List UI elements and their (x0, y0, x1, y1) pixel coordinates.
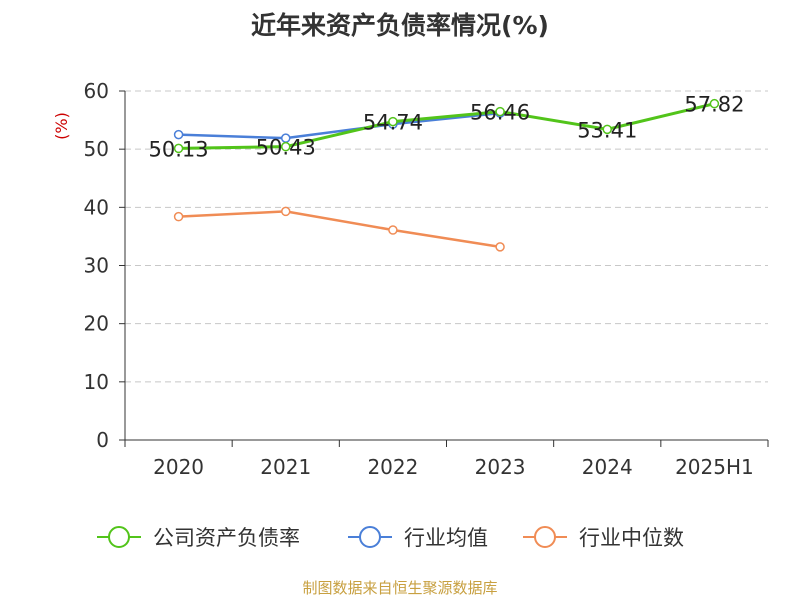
y-tick-label: 50 (84, 137, 109, 161)
y-axis-label: (%) (52, 112, 71, 140)
y-tick-label: 40 (84, 195, 109, 219)
data-label: 53.41 (577, 118, 637, 142)
legend-marker (108, 526, 130, 548)
y-tick-label: 10 (84, 370, 109, 394)
source-note: 制图数据来自恒生聚源数据库 (302, 579, 498, 597)
x-tick-label: 2022 (367, 455, 418, 479)
x-tick-label: 2025H1 (675, 455, 754, 479)
x-tick-label: 2023 (475, 455, 526, 479)
data-labels: 50.13 50.43 54.74 56.46 53.41 57.82 (149, 93, 745, 162)
data-point (281, 206, 291, 217)
legend-item[interactable]: 行业均值 (348, 526, 488, 550)
data-point (388, 225, 398, 235)
legend-label: 公司资产负债率 (153, 526, 300, 550)
data-point (388, 116, 398, 127)
x-tick-label: 2021 (260, 455, 311, 479)
legend-label: 行业中位数 (579, 526, 684, 550)
data-point (173, 211, 184, 222)
y-tick-label: 20 (84, 312, 109, 336)
axes: 0 10 20 30 40 50 60 (%) 2020 2021 2022 2023 2024 2025… (52, 79, 769, 479)
chart-title: 近年来资产负债率情况(%) (251, 11, 549, 40)
x-tick-label: 2024 (582, 455, 633, 479)
legend-item[interactable]: 公司资产负债率 (97, 526, 300, 550)
data-label: 50.43 (256, 136, 316, 160)
y-tick-label: 0 (96, 428, 109, 452)
legend-label: 行业均值 (404, 526, 488, 550)
legend-marker (359, 526, 381, 548)
legend[interactable]: 公司资产负债率 行业均值 行业中位数 (97, 526, 684, 550)
x-tick-label: 2020 (153, 455, 204, 479)
y-tick-label: 60 (84, 79, 109, 103)
data-label: 57.82 (684, 93, 744, 117)
data-point (495, 106, 505, 117)
y-tick-label: 30 (84, 254, 109, 278)
data-label: 50.13 (149, 137, 209, 161)
data-point (709, 98, 720, 109)
series (173, 98, 720, 252)
data-point (173, 129, 184, 140)
grid-lines (125, 90, 768, 383)
legend-item[interactable]: 行业中位数 (523, 526, 684, 550)
data-point (602, 124, 612, 135)
legend-marker (534, 526, 556, 548)
data-point (281, 141, 291, 152)
series-line (178, 210, 501, 249)
data-point (173, 143, 184, 154)
data-label: 54.74 (363, 111, 423, 135)
data-point (495, 242, 505, 252)
series-line (178, 111, 501, 140)
data-label: 56.46 (470, 101, 530, 125)
series-line (178, 102, 715, 150)
